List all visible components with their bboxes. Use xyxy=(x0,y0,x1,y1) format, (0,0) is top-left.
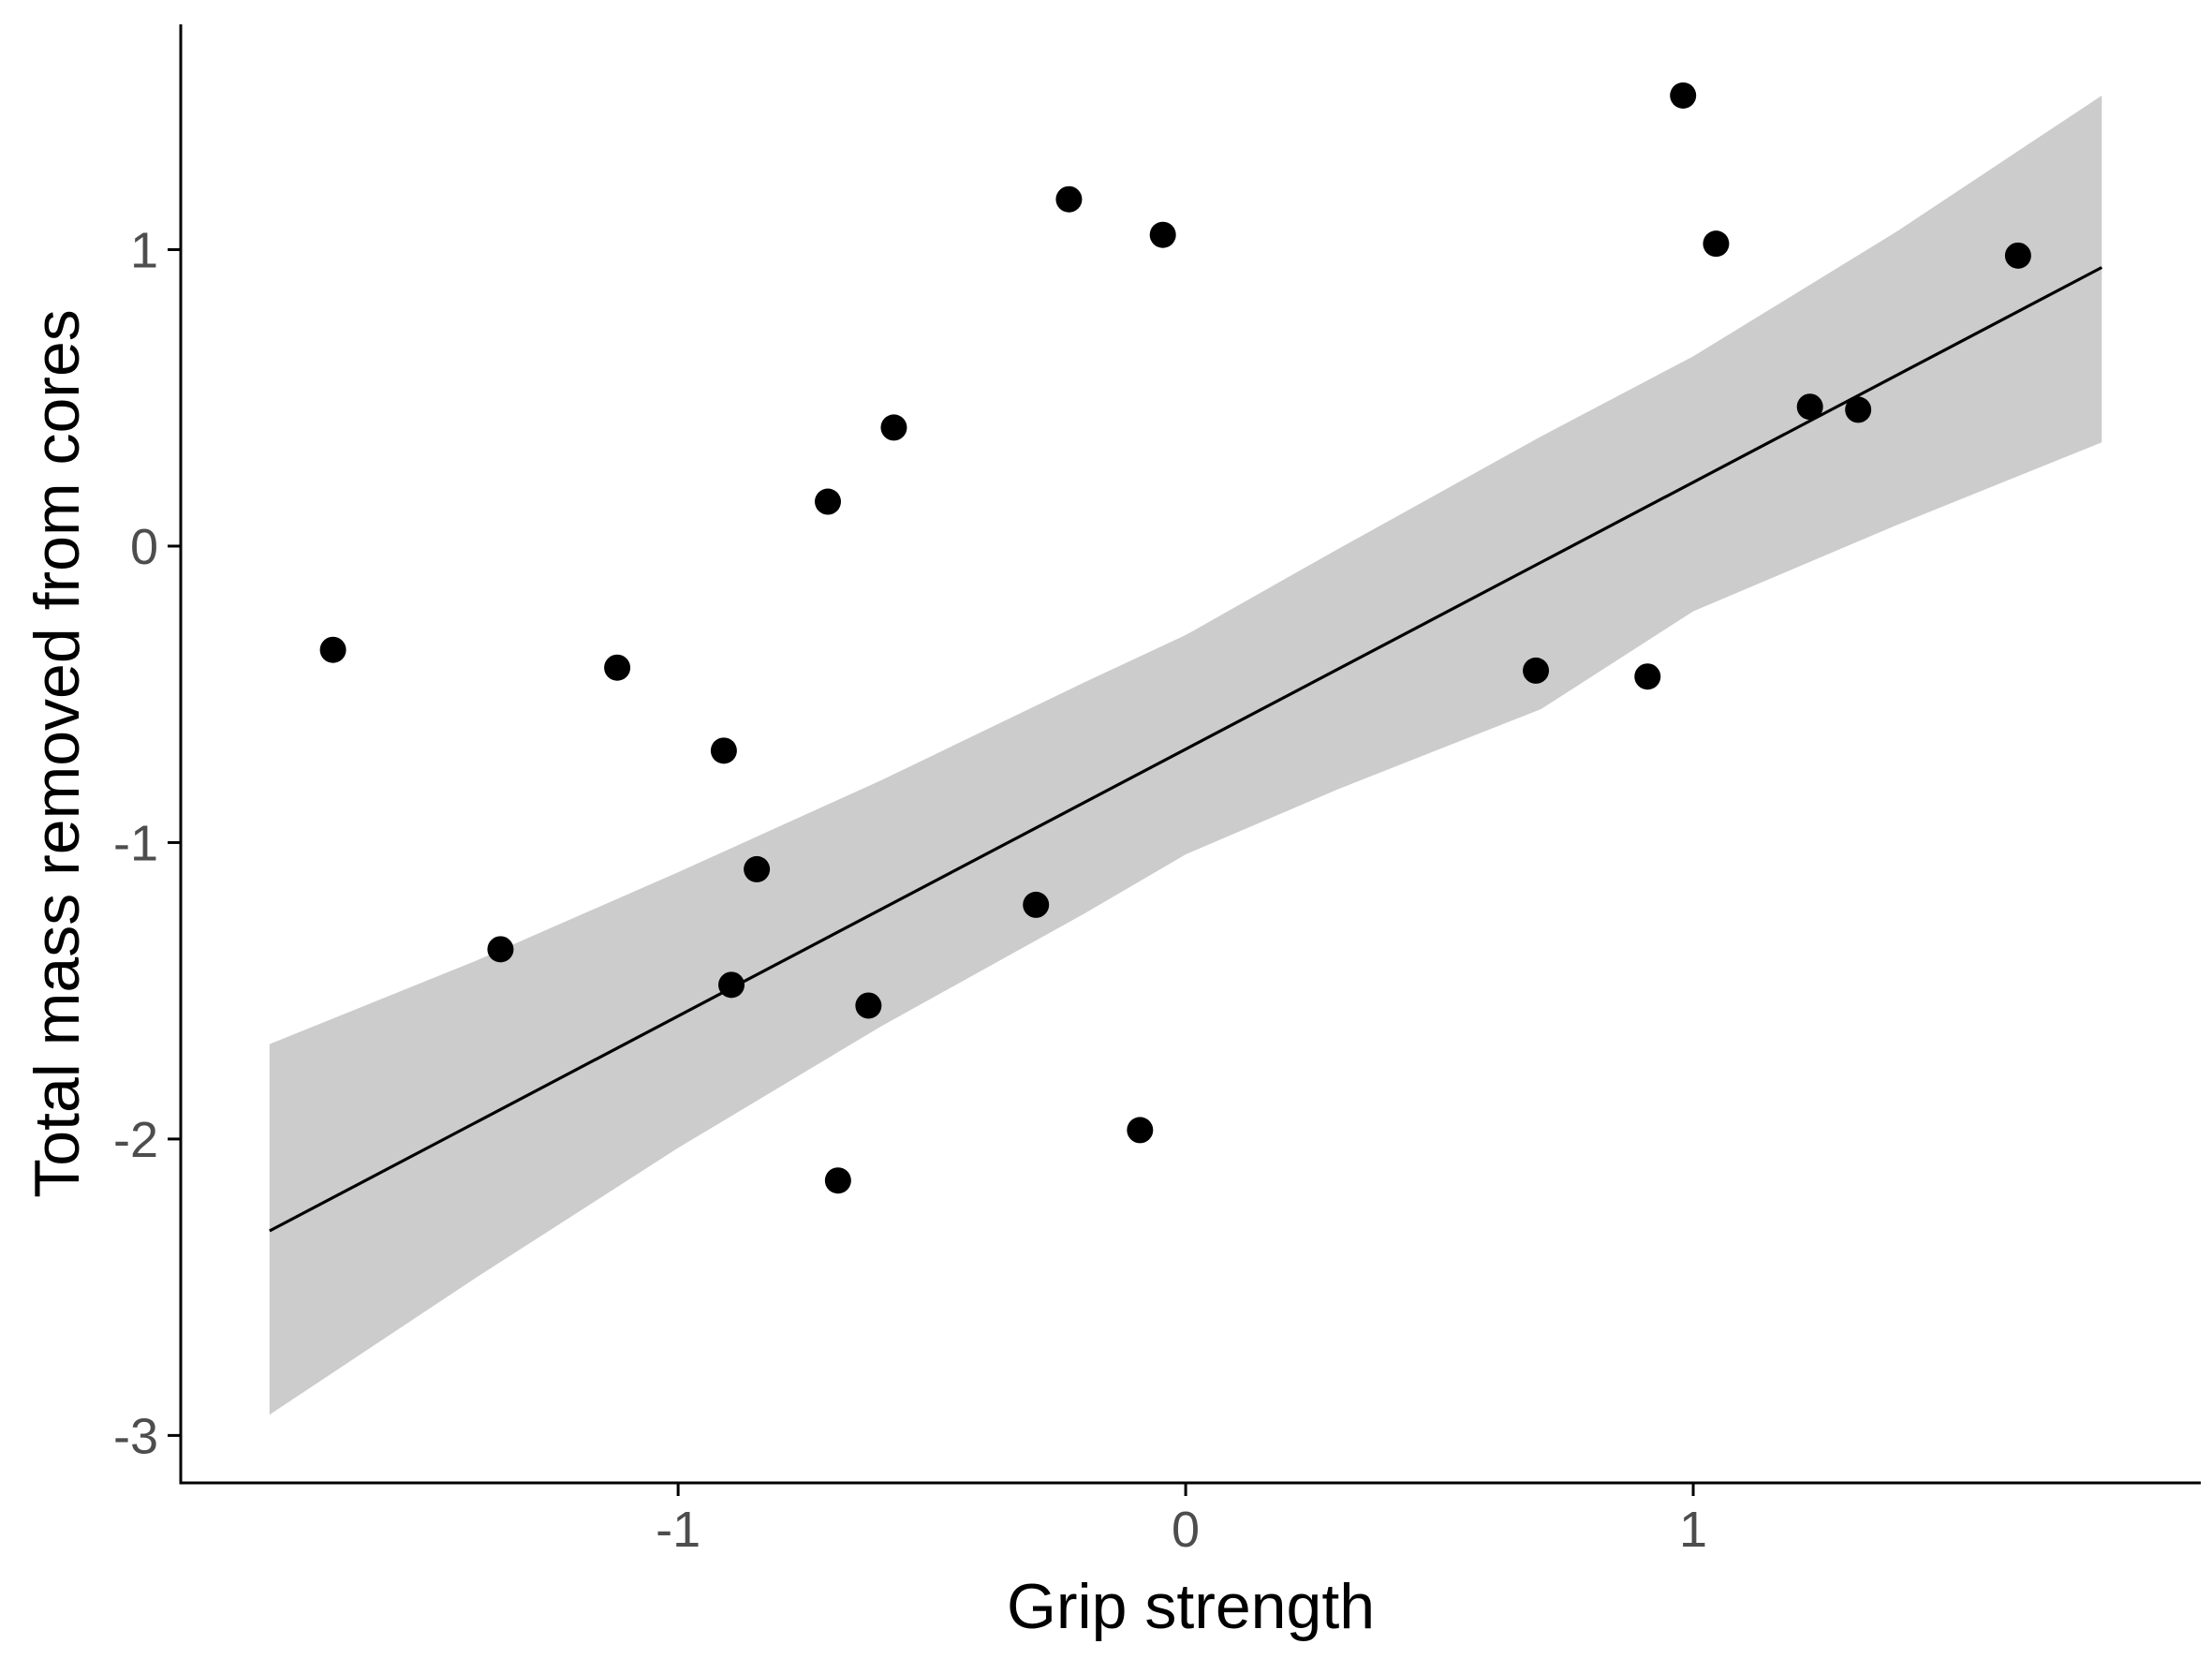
y-tick-label-3: 0 xyxy=(130,519,158,575)
data-point-6 xyxy=(744,855,771,882)
y-tick-label-2: -1 xyxy=(113,815,158,871)
regression-line-layer xyxy=(269,266,2103,1233)
y-tick-label-1: -2 xyxy=(113,1112,158,1168)
y-tick-label-0: -3 xyxy=(113,1408,158,1464)
data-point-21 xyxy=(2004,242,2031,269)
data-point-12 xyxy=(1055,185,1083,213)
regression-line xyxy=(269,266,2103,1233)
y-tick-label-4: 1 xyxy=(130,223,158,279)
data-point-11 xyxy=(1023,891,1050,918)
data-point-8 xyxy=(824,1167,851,1194)
confidence-band xyxy=(269,96,2102,1415)
data-point-20 xyxy=(1845,396,1872,423)
data-point-1 xyxy=(319,636,347,663)
y-axis-title: Total mass removed from cores xyxy=(22,309,93,1198)
data-point-3 xyxy=(604,654,631,681)
data-point-4 xyxy=(710,737,737,764)
x-tick-label-2: 1 xyxy=(1679,1502,1707,1558)
data-point-17 xyxy=(1670,81,1697,109)
data-point-9 xyxy=(855,992,882,1019)
data-point-10 xyxy=(880,414,907,441)
x-tick-label-0: -1 xyxy=(656,1502,700,1558)
data-point-2 xyxy=(487,936,514,963)
data-point-7 xyxy=(814,488,841,515)
data-point-15 xyxy=(1523,657,1550,684)
data-point-19 xyxy=(1796,393,1823,421)
data-point-14 xyxy=(1149,221,1176,248)
axes-layer: -3 -2 -1 0 1 -1 0 1 xyxy=(113,24,2201,1558)
data-point-16 xyxy=(1634,663,1661,690)
x-axis-title: Grip strength xyxy=(1007,1571,1375,1642)
data-points-layer xyxy=(319,81,2031,1194)
x-tick-label-1: 0 xyxy=(1172,1502,1200,1558)
data-point-13 xyxy=(1127,1117,1154,1144)
data-point-5 xyxy=(718,971,745,999)
confidence-band-layer xyxy=(269,96,2102,1415)
data-point-18 xyxy=(1703,230,1730,258)
